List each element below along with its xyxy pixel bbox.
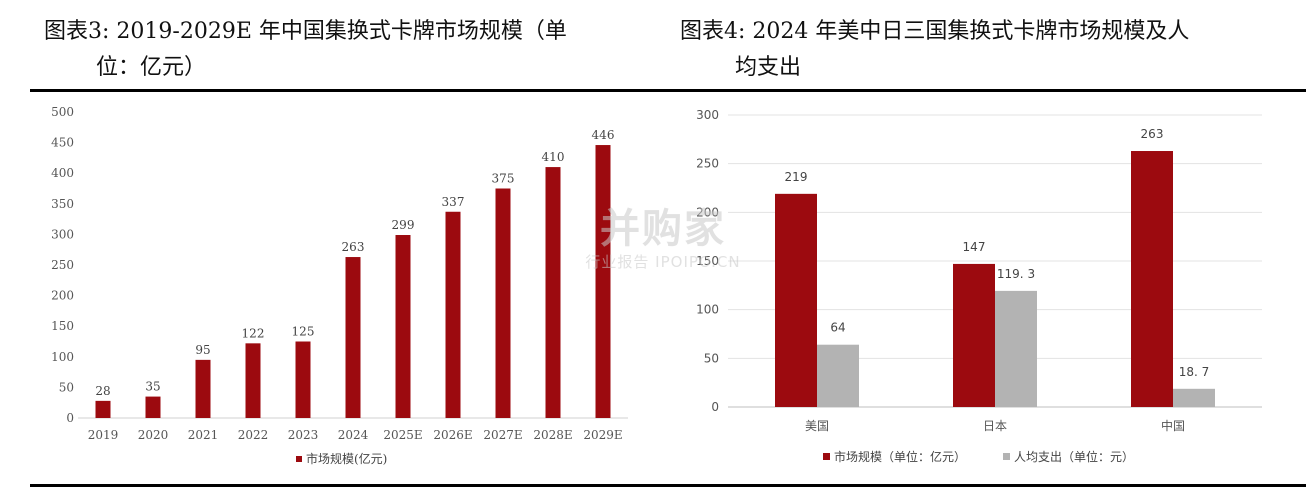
top-rule [30,89,1306,92]
chart-title-left-line1: 图表3: 2019-2029E 年中国集换式卡牌市场规模（单 [44,19,567,44]
data-label: 337 [442,195,465,209]
y-tick-label: 300 [696,108,719,122]
y-tick-label: 150 [51,319,74,333]
data-label: 410 [542,150,565,164]
data-label: 95 [195,343,210,357]
chart-title-left-line2: 位：亿元） [96,55,207,80]
market-size-bar [953,263,995,407]
data-label: 446 [592,128,615,142]
y-tick-label: 0 [711,400,719,414]
market-size-bar [775,193,817,407]
chart-title-right-line2: 均支出 [735,55,802,80]
x-tick-label: 2027E [483,428,522,442]
data-label: 219 [785,170,808,184]
chart-title-right: 图表4: 2024 年美中日三国集换式卡牌市场规模及人 均支出 [680,14,1189,86]
x-tick-label: 2023 [288,428,319,442]
bar [495,188,511,418]
legend-swatch [296,456,302,462]
y-tick-label: 0 [66,411,74,425]
bar [95,400,111,418]
bar [245,343,261,418]
y-tick-label: 150 [696,254,719,268]
y-tick-label: 350 [51,197,74,211]
legend-swatch [823,453,830,460]
legend-label: 人均支出（单位：元） [1014,449,1134,464]
data-label: 35 [145,380,160,394]
y-tick-label: 500 [51,105,74,119]
legend-swatch [1003,453,1010,460]
chart-title-right-line1: 图表4: 2024 年美中日三国集换式卡牌市场规模及人 [680,19,1190,44]
y-tick-label: 50 [59,380,74,394]
y-tick-label: 250 [51,258,74,272]
bar [145,396,161,418]
y-tick-label: 50 [704,351,719,365]
y-tick-label: 200 [696,205,719,219]
y-tick-label: 450 [51,136,74,150]
data-label: 64 [830,321,845,335]
x-tick-label: 2029E [583,428,622,442]
x-tick-label: 2019 [88,428,119,442]
data-label: 119. 3 [997,267,1035,281]
data-label: 28 [95,384,110,398]
data-label: 263 [342,240,365,254]
x-tick-label: 2022 [238,428,269,442]
bar [345,257,361,418]
bar [545,167,561,418]
y-tick-label: 100 [51,350,74,364]
x-tick-label: 2021 [188,428,219,442]
data-label: 122 [242,326,265,340]
data-label: 299 [392,218,415,232]
data-label: 147 [963,240,986,254]
bar [195,359,211,418]
legend-label: 市场规模(亿元) [306,451,387,466]
data-label: 125 [292,325,315,339]
x-tick-label: 日本 [983,419,1007,433]
y-tick-label: 400 [51,166,74,180]
per-capita-bar [817,344,859,407]
data-label: 375 [492,172,515,186]
x-tick-label: 中国 [1161,418,1185,433]
bar [395,235,411,418]
x-tick-label: 2025E [383,428,422,442]
x-tick-label: 2026E [433,428,472,442]
bar [445,211,461,418]
y-tick-label: 200 [51,289,74,303]
data-label: 263 [1141,127,1164,141]
x-tick-label: 2020 [138,428,169,442]
per-capita-bar [1173,388,1215,407]
bar [595,145,611,418]
y-tick-label: 300 [51,227,74,241]
market-size-bar [1131,151,1173,407]
market-size-bar-chart: 0 50 100 150 200 250 300 350 400 450 500 28 2019 35 20… [51,105,628,466]
y-tick-label: 100 [696,303,719,317]
bar [295,341,311,418]
chart-title-left: 图表3: 2019-2029E 年中国集换式卡牌市场规模（单 位：亿元） [44,14,567,86]
data-label: 18. 7 [1179,365,1210,379]
per-capita-bar [995,290,1037,407]
y-tick-label: 250 [696,157,719,171]
x-tick-label: 2024 [338,428,369,442]
legend-label: 市场规模（单位：亿元） [834,449,966,464]
x-tick-label: 美国 [805,419,829,433]
bottom-rule [30,484,1306,487]
x-tick-label: 2028E [533,428,572,442]
